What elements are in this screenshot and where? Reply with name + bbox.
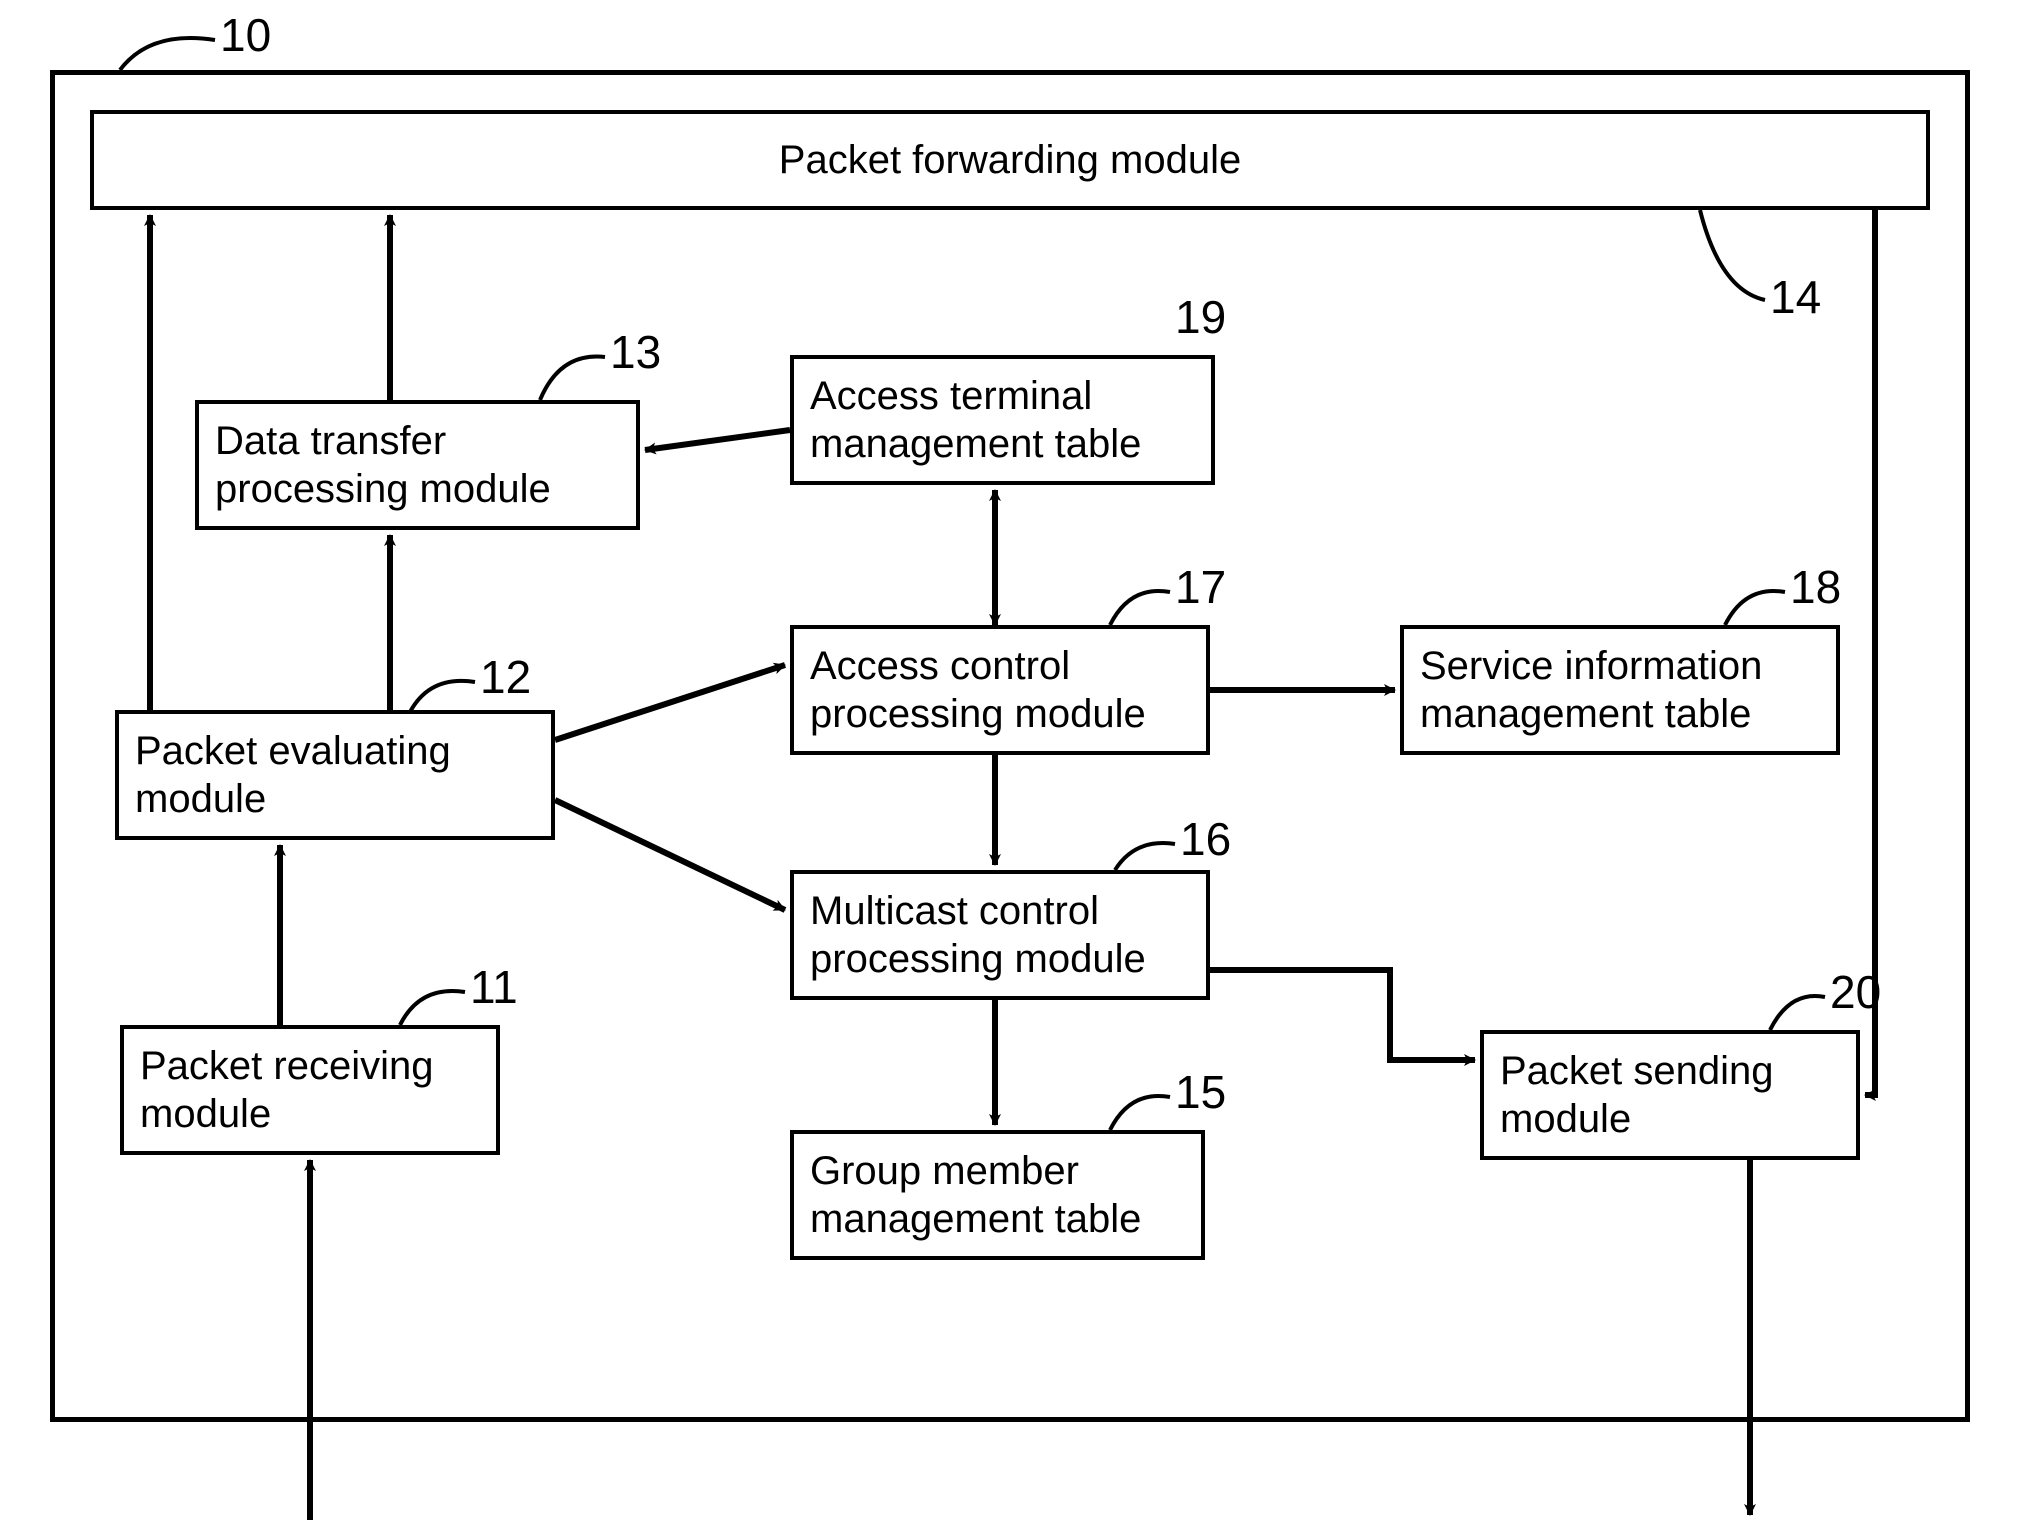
node-label: Packet receiving module xyxy=(140,1042,433,1138)
node-packet-forwarding: Packet forwarding module xyxy=(90,110,1930,210)
node-label: Access control processing module xyxy=(810,642,1146,738)
node-label: Packet evaluating module xyxy=(135,727,451,823)
ref-14: 14 xyxy=(1770,270,1821,324)
node-label: Packet forwarding module xyxy=(779,136,1241,184)
ref-19: 19 xyxy=(1175,290,1226,344)
node-group-member: Group member management table xyxy=(790,1130,1205,1260)
node-multicast-control: Multicast control processing module xyxy=(790,870,1210,1000)
ref-10: 10 xyxy=(220,8,271,62)
ref-15: 15 xyxy=(1175,1065,1226,1119)
node-packet-sending: Packet sending module xyxy=(1480,1030,1860,1160)
ref-13: 13 xyxy=(610,325,661,379)
node-label: Packet sending module xyxy=(1500,1047,1774,1143)
ref-11: 11 xyxy=(470,960,518,1014)
ref-20: 20 xyxy=(1830,965,1881,1019)
ref-12: 12 xyxy=(480,650,531,704)
node-label: Group member management table xyxy=(810,1147,1141,1243)
node-label: Multicast control processing module xyxy=(810,887,1146,983)
node-data-transfer: Data transfer processing module xyxy=(195,400,640,530)
node-access-control: Access control processing module xyxy=(790,625,1210,755)
node-packet-evaluating: Packet evaluating module xyxy=(115,710,555,840)
ref-18: 18 xyxy=(1790,560,1841,614)
node-label: Data transfer processing module xyxy=(215,417,551,513)
node-label: Access terminal management table xyxy=(810,372,1141,468)
node-access-terminal: Access terminal management table xyxy=(790,355,1215,485)
node-service-info: Service information management table xyxy=(1400,625,1840,755)
node-label: Service information management table xyxy=(1420,642,1762,738)
ref-17: 17 xyxy=(1175,560,1226,614)
ref-16: 16 xyxy=(1180,812,1231,866)
node-packet-receiving: Packet receiving module xyxy=(120,1025,500,1155)
diagram-canvas: Packet forwarding module Data transfer p… xyxy=(0,0,2031,1532)
